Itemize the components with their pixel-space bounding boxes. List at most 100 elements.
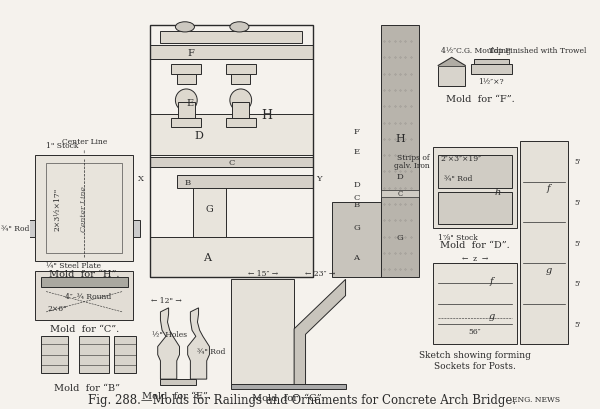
Ellipse shape bbox=[175, 23, 194, 33]
Bar bbox=[149, 26, 313, 278]
Text: F: F bbox=[353, 128, 359, 135]
Text: H: H bbox=[262, 109, 272, 121]
Text: B: B bbox=[353, 200, 359, 209]
Bar bbox=[35, 272, 133, 320]
Bar bbox=[41, 337, 68, 373]
Bar bbox=[114, 337, 136, 373]
Text: ¼" Steel Plate: ¼" Steel Plate bbox=[46, 261, 101, 270]
Ellipse shape bbox=[230, 23, 249, 33]
Text: Fig. 288.—Molds for Railings and Ornaments for Concrete Arch Bridge.: Fig. 288.—Molds for Railings and Ornamen… bbox=[88, 393, 516, 406]
Text: galv. Iron: galv. Iron bbox=[394, 162, 430, 169]
Text: 4″–¾ Round: 4″–¾ Round bbox=[65, 292, 112, 300]
Bar bbox=[149, 115, 313, 156]
Text: ENG. NEWS: ENG. NEWS bbox=[512, 395, 560, 403]
Text: ¾" Rod: ¾" Rod bbox=[1, 225, 30, 233]
Text: f: f bbox=[490, 277, 494, 286]
Bar bbox=[41, 278, 128, 288]
Text: h: h bbox=[495, 188, 501, 197]
Text: 1⅞" Stock: 1⅞" Stock bbox=[438, 234, 478, 242]
Text: Mold  for “E”.: Mold for “E”. bbox=[142, 391, 211, 400]
Text: D: D bbox=[194, 130, 203, 140]
Text: F: F bbox=[187, 49, 194, 58]
Text: ←  z  →: ← z → bbox=[462, 254, 488, 263]
Text: Center Line: Center Line bbox=[62, 137, 107, 154]
Bar bbox=[160, 379, 196, 385]
Text: 2×6": 2×6" bbox=[47, 304, 67, 312]
Text: 5': 5' bbox=[574, 198, 581, 207]
Text: C: C bbox=[397, 190, 403, 198]
Text: Top Finished with Trowel: Top Finished with Trowel bbox=[489, 47, 586, 55]
Text: C: C bbox=[228, 159, 235, 166]
Polygon shape bbox=[438, 58, 466, 66]
Text: X: X bbox=[138, 174, 144, 182]
Text: A: A bbox=[353, 254, 359, 261]
Text: Mold  for  “G”.: Mold for “G”. bbox=[252, 393, 325, 402]
Bar bbox=[438, 66, 466, 87]
Bar bbox=[433, 148, 517, 229]
Bar bbox=[381, 26, 419, 278]
Ellipse shape bbox=[175, 90, 197, 112]
Text: 56″: 56″ bbox=[469, 327, 481, 335]
Text: Mold  for “F”.: Mold for “F”. bbox=[446, 94, 514, 103]
Text: Sketch showing forming
Sockets for Posts.: Sketch showing forming Sockets for Posts… bbox=[419, 351, 531, 370]
Text: Strips of: Strips of bbox=[397, 153, 430, 162]
Bar bbox=[160, 32, 302, 44]
Bar bbox=[438, 156, 512, 188]
Bar bbox=[231, 384, 346, 389]
Text: g: g bbox=[545, 265, 551, 274]
Bar bbox=[172, 64, 201, 74]
Text: Mold  for “B”: Mold for “B” bbox=[54, 383, 120, 392]
Text: A: A bbox=[203, 252, 211, 262]
Text: Center Line: Center Line bbox=[80, 186, 88, 231]
Text: ¾" Rod: ¾" Rod bbox=[197, 347, 226, 355]
Text: ¾" Rod: ¾" Rod bbox=[443, 175, 472, 182]
Text: ← 12" →: ← 12" → bbox=[151, 296, 181, 304]
Text: 4½″C.G. Moulding: 4½″C.G. Moulding bbox=[441, 47, 511, 55]
Text: ← 15″ →: ← 15″ → bbox=[248, 270, 278, 278]
Text: g: g bbox=[488, 312, 495, 321]
Bar bbox=[177, 74, 196, 85]
Text: 5': 5' bbox=[574, 320, 581, 328]
Polygon shape bbox=[158, 308, 179, 379]
Text: Mold  for “C”.: Mold for “C”. bbox=[50, 324, 119, 333]
Text: 1½″×?: 1½″×? bbox=[478, 77, 504, 85]
Bar bbox=[149, 158, 313, 168]
Polygon shape bbox=[188, 308, 209, 379]
Bar bbox=[149, 237, 313, 278]
Bar bbox=[27, 221, 35, 237]
Text: D: D bbox=[397, 173, 403, 181]
Text: ← 23″ →: ← 23″ → bbox=[305, 270, 335, 278]
Text: G: G bbox=[353, 223, 360, 231]
Bar bbox=[133, 221, 140, 237]
Text: ½" Holes: ½" Holes bbox=[152, 330, 187, 339]
Bar bbox=[193, 180, 226, 237]
Bar bbox=[433, 263, 517, 345]
Text: E: E bbox=[353, 148, 359, 156]
Text: C: C bbox=[353, 193, 359, 201]
Bar bbox=[471, 64, 512, 74]
Bar bbox=[332, 202, 381, 278]
Bar bbox=[232, 103, 249, 119]
Text: Mold  for “H”.: Mold for “H”. bbox=[49, 269, 119, 278]
Bar bbox=[520, 142, 568, 345]
Text: 2×3½×17": 2×3½×17" bbox=[53, 187, 61, 230]
Text: 5': 5' bbox=[574, 239, 581, 247]
Text: D: D bbox=[353, 180, 360, 189]
Bar bbox=[178, 103, 195, 119]
Bar bbox=[172, 119, 201, 127]
Ellipse shape bbox=[230, 90, 251, 112]
Text: Mold  for “D”.: Mold for “D”. bbox=[440, 240, 510, 249]
Bar bbox=[35, 156, 133, 261]
Bar bbox=[473, 59, 509, 64]
Bar bbox=[231, 280, 294, 385]
Text: 5': 5' bbox=[574, 158, 581, 166]
Text: G: G bbox=[206, 204, 214, 213]
Text: G: G bbox=[397, 233, 403, 241]
Bar bbox=[46, 164, 122, 253]
Bar bbox=[226, 119, 256, 127]
Bar bbox=[149, 46, 313, 60]
Text: E: E bbox=[187, 99, 194, 108]
Polygon shape bbox=[294, 280, 346, 385]
Text: Y: Y bbox=[316, 174, 321, 182]
Bar bbox=[438, 192, 512, 225]
